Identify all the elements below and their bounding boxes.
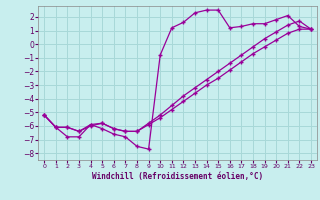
X-axis label: Windchill (Refroidissement éolien,°C): Windchill (Refroidissement éolien,°C): [92, 172, 263, 181]
